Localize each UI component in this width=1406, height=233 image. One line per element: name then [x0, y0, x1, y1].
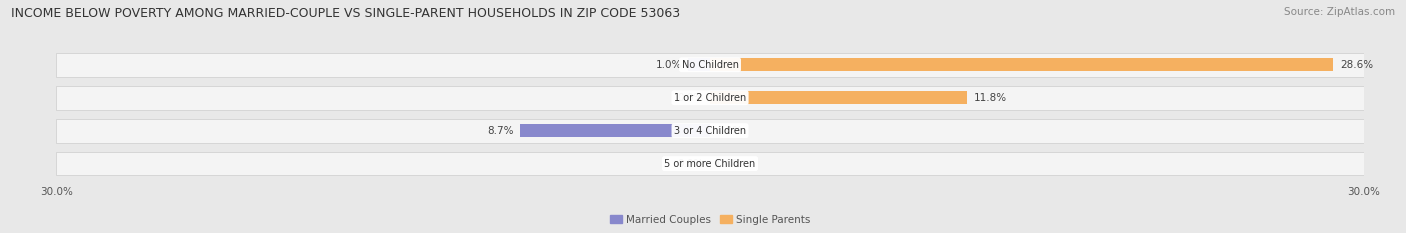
Text: INCOME BELOW POVERTY AMONG MARRIED-COUPLE VS SINGLE-PARENT HOUSEHOLDS IN ZIP COD: INCOME BELOW POVERTY AMONG MARRIED-COUPL… — [11, 7, 681, 20]
Text: 5 or more Children: 5 or more Children — [665, 159, 755, 169]
Text: 1.0%: 1.0% — [655, 60, 682, 70]
Bar — [520, 124, 710, 137]
Bar — [56, 152, 1364, 175]
Text: 0.0%: 0.0% — [717, 159, 742, 169]
Legend: Married Couples, Single Parents: Married Couples, Single Parents — [606, 212, 814, 228]
Bar — [56, 119, 1364, 143]
Bar — [710, 91, 967, 104]
Text: 1 or 2 Children: 1 or 2 Children — [673, 93, 747, 103]
Text: 8.7%: 8.7% — [488, 126, 515, 136]
Bar — [710, 58, 1333, 71]
Text: 28.6%: 28.6% — [1340, 60, 1374, 70]
Text: No Children: No Children — [682, 60, 738, 70]
Bar — [689, 58, 710, 71]
Text: 0.0%: 0.0% — [717, 126, 742, 136]
Text: 0.0%: 0.0% — [678, 93, 703, 103]
Text: 11.8%: 11.8% — [974, 93, 1007, 103]
Bar — [56, 86, 1364, 110]
Bar — [56, 53, 1364, 77]
Text: 3 or 4 Children: 3 or 4 Children — [673, 126, 747, 136]
Text: Source: ZipAtlas.com: Source: ZipAtlas.com — [1284, 7, 1395, 17]
Text: 0.0%: 0.0% — [678, 159, 703, 169]
